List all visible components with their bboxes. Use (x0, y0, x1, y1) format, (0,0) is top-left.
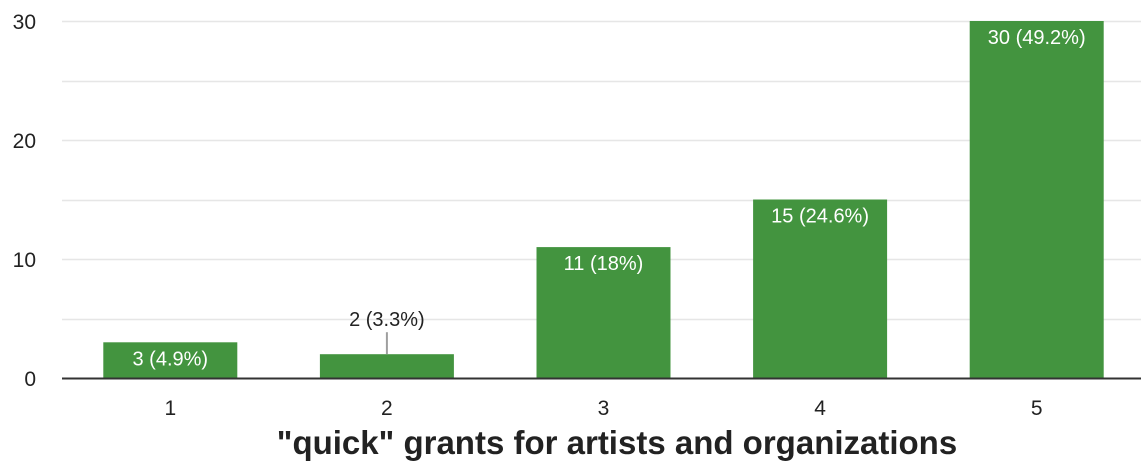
data-label: 11 (18%) (564, 253, 644, 275)
y-tick-label: 20 (13, 130, 36, 153)
bar (319, 354, 454, 378)
bar (103, 342, 238, 378)
y-tick-label: 0 (24, 368, 36, 391)
data-label: 30 (49.2%) (988, 27, 1086, 49)
x-tick-label: 5 (1031, 397, 1043, 420)
x-tick-label: 2 (381, 397, 393, 420)
y-tick-label: 30 (13, 11, 36, 34)
labels: 0 10 20 30 1 3 (4.9%) 2 2 (3.3%) 3 11 (18%) 4 15 (2… (13, 11, 1086, 420)
data-label: 2 (3.3%) (349, 309, 425, 331)
data-label: 15 (24.6%) (771, 206, 869, 228)
x-tick-label: 4 (814, 397, 826, 420)
x-tick-label: 1 (164, 397, 176, 420)
bar (969, 21, 1104, 378)
x-tick-label: 3 (598, 397, 610, 420)
bars (103, 21, 1104, 378)
gridlines (62, 20, 1141, 321)
bar (536, 247, 671, 378)
x-axis-title: "quick" grants for artists and organizat… (277, 424, 957, 461)
data-label: 3 (4.9%) (133, 348, 209, 370)
y-tick-label: 10 (13, 249, 36, 272)
bar (753, 199, 888, 378)
